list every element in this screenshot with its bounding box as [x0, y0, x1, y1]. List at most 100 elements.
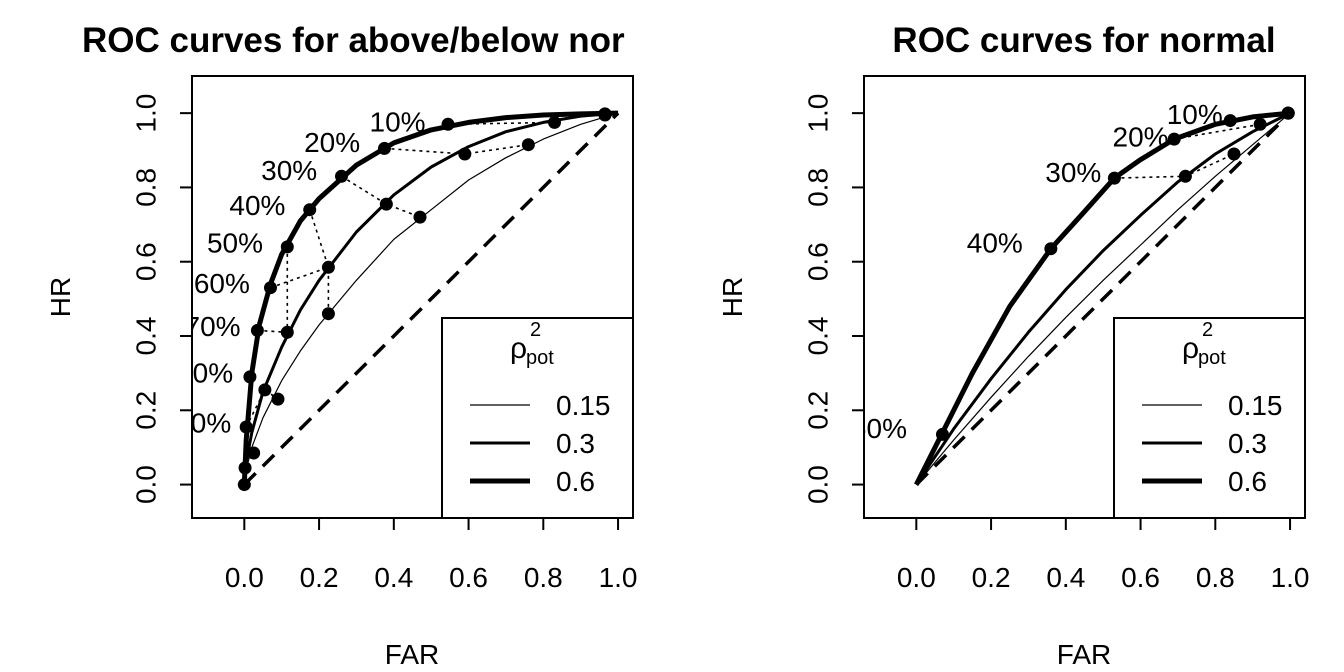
left-legend-entry-2: 0.3: [556, 428, 595, 459]
left-series-0.3-point: [548, 115, 562, 129]
left-chart: ROC curves for above/below nor 0.0 0.2 0.4…: [45, 21, 638, 670]
right-series-0.3-point: [1178, 169, 1192, 183]
right-series-0.6-point: [1107, 171, 1121, 185]
right-threshold-label: 30%: [1045, 157, 1101, 188]
left-diagonal-line: [243, 111, 620, 486]
left-series-0.3-curve: [242, 111, 619, 485]
left-y-tick-label: 0.2: [130, 391, 161, 430]
right-series-0.6-point: [1044, 242, 1058, 256]
left-series-0.6-point: [303, 203, 317, 217]
left-y-tick-label: 0.6: [130, 242, 161, 281]
left-y-tick-label: 0.0: [130, 465, 161, 504]
left-threshold-label: 50%: [207, 227, 263, 258]
right-legend-title-sub: pot: [1198, 347, 1226, 369]
left-x-tick-label: 0.0: [225, 562, 264, 593]
left-series-0.6-point: [334, 169, 348, 183]
left-legend-box: [441, 317, 634, 519]
left-series-0.6-point: [280, 240, 294, 254]
right-legend-entry-2: 0.3: [1228, 428, 1267, 459]
right-x-axis-label: FAR: [1057, 639, 1111, 670]
right-y-tick-label: 0.2: [802, 391, 833, 430]
right-legend-title-sup: 2: [1202, 319, 1213, 341]
left-series-0.6-point: [237, 478, 251, 492]
right-series-0.3-point: [1227, 147, 1241, 161]
left-threshold-label: 40%: [229, 190, 285, 221]
right-y-tick-label: 0.4: [802, 317, 833, 356]
right-series-0.6-curve: [914, 110, 1291, 486]
left-threshold-label: 90%: [175, 408, 231, 439]
right-plot-area: 10%20% 30% 40% 50%: [851, 99, 1295, 486]
left-legend-title: ρ: [510, 332, 527, 365]
right-threshold-label: 20%: [1113, 122, 1169, 153]
right-series-0.6-point: [1281, 106, 1295, 120]
right-threshold-label: 50%: [851, 413, 907, 444]
left-series-0.15-point: [271, 392, 285, 406]
left-series-0.3-point: [247, 446, 261, 460]
right-threshold-connector: [1174, 123, 1261, 140]
left-legend-title-sub: pot: [526, 347, 554, 369]
left-x-axis: 0.0 0.2 0.4 0.6 0.8 1.0: [225, 517, 638, 593]
right-y-axis: 0.0 0.2 0.4 0.6 0.8 1.0: [802, 94, 865, 504]
left-threshold-label: 80%: [177, 357, 233, 388]
right-threshold-label: 10%: [1167, 99, 1223, 130]
right-series-0.3-curve: [915, 111, 1291, 486]
right-series-0.6-point: [935, 427, 949, 441]
right-y-axis-label: HR: [717, 277, 748, 317]
left-y-tick-label: 0.4: [130, 317, 161, 356]
left-series-0.15-point: [413, 210, 427, 224]
left-threshold-label: 30%: [261, 155, 317, 186]
right-legend: ρ 2 pot 0.15 0.3 0.6: [1113, 317, 1306, 519]
right-x-tick-label: 0.6: [1121, 562, 1160, 593]
left-threshold-label: 60%: [194, 268, 250, 299]
left-y-tick-label: 0.8: [130, 168, 161, 207]
right-chart: ROC curves for normal 0.0 0.2 0.4 0.6 0.8 1.0…: [717, 21, 1310, 670]
right-x-tick-label: 0.2: [972, 562, 1011, 593]
right-series-0.6-point: [1223, 114, 1237, 128]
left-x-tick-label: 0.4: [374, 562, 413, 593]
left-legend-entry-3: 0.6: [556, 466, 595, 497]
left-plot-area: 10% 20%30% 40% 50% 60% 70% 80% 90%: [175, 107, 620, 492]
right-diagonal-line: [915, 111, 1292, 486]
left-x-tick-label: 0.2: [300, 562, 339, 593]
right-x-axis: 0.0 0.2 0.4 0.6 0.8 1.0: [897, 517, 1310, 593]
left-legend-entry-1: 0.15: [556, 390, 611, 421]
left-series-0.6-point: [243, 370, 257, 384]
right-legend-entry-1: 0.15: [1228, 390, 1283, 421]
right-x-tick-label: 0.4: [1046, 562, 1085, 593]
right-series-0.15-curve: [915, 112, 1291, 485]
left-series-0.6-point: [238, 461, 252, 475]
left-series-0.6-point: [250, 323, 264, 337]
left-y-tick-label: 1.0: [130, 94, 161, 133]
left-threshold-connector: [257, 329, 288, 334]
right-legend-title: ρ: [1182, 332, 1199, 365]
left-threshold-label: 70%: [185, 311, 241, 342]
right-y-tick-label: 0.0: [802, 465, 833, 504]
right-threshold-label: 40%: [967, 227, 1023, 258]
right-y-tick-label: 1.0: [802, 94, 833, 133]
left-chart-title: ROC curves for above/below nor: [82, 21, 625, 60]
left-threshold-label: 20%: [304, 127, 360, 158]
left-series-0.3-point: [321, 260, 335, 274]
left-x-tick-label: 0.6: [449, 562, 488, 593]
left-series-0.6-point: [441, 117, 455, 131]
left-x-tick-label: 1.0: [599, 562, 638, 593]
left-series-0.3-point: [258, 383, 272, 397]
left-legend: ρ 2 pot 0.15 0.3 0.6: [441, 317, 634, 519]
left-series-0.6-point: [239, 420, 253, 434]
right-legend-box: [1113, 317, 1306, 519]
left-series-0.15-point: [521, 138, 535, 152]
left-series-0.6-point: [377, 141, 391, 155]
left-series-0.3-point: [280, 325, 294, 339]
left-series-0.3-point: [379, 197, 393, 211]
left-y-axis: 0.0 0.2 0.4 0.6 0.8 1.0: [130, 94, 193, 504]
right-chart-title: ROC curves for normal: [892, 21, 1275, 60]
right-x-tick-label: 0.0: [897, 562, 936, 593]
left-legend-title-sup: 2: [530, 319, 541, 341]
right-y-tick-label: 0.8: [802, 168, 833, 207]
right-series-0.6-point: [1253, 117, 1267, 131]
left-threshold-connector: [270, 266, 330, 314]
right-series-0.6-point: [1167, 132, 1181, 146]
left-x-tick-label: 0.8: [524, 562, 563, 593]
right-x-tick-label: 0.8: [1196, 562, 1235, 593]
